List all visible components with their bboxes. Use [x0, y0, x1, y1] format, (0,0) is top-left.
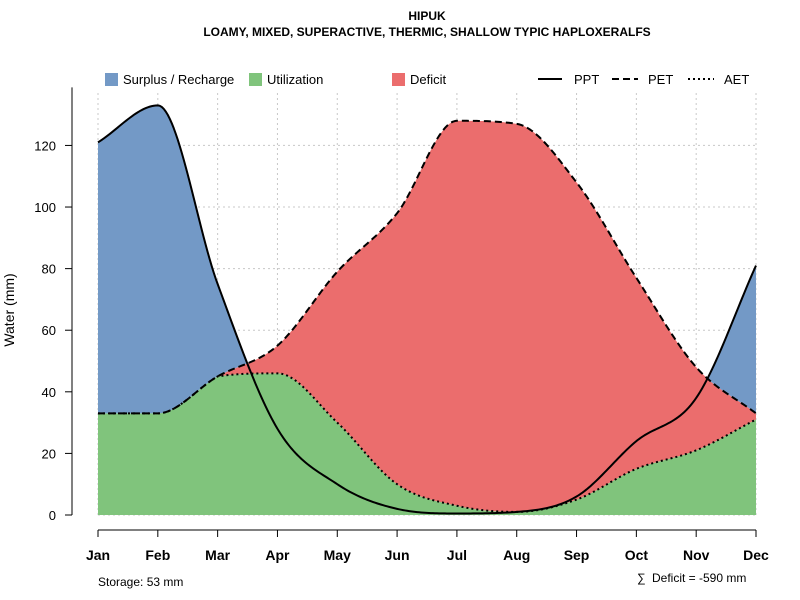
x-tick-label-1: Feb [145, 547, 170, 563]
x-tick-label-9: Oct [625, 547, 649, 563]
y-tick-label-6: 120 [34, 138, 56, 153]
deficit-annotation: Deficit = -590 mm [652, 571, 746, 585]
series-line-ppt [97, 104, 757, 515]
x-tick-label-11: Dec [743, 547, 769, 563]
y-tick-label-1: 20 [42, 446, 56, 461]
y-tick-label-3: 60 [42, 323, 56, 338]
series-lines [97, 104, 757, 515]
x-tick-label-8: Sep [564, 547, 590, 563]
axes: 0 20 40 60 80 100 120 Jan Feb Mar Apr May Jun Jul Aug S… [34, 87, 769, 563]
legend: Surplus / Recharge Utilization Deficit P… [105, 72, 749, 87]
x-tick-label-4: May [324, 547, 351, 563]
legend-label-surplus: Surplus / Recharge [123, 72, 234, 87]
y-tick-label-2: 40 [42, 385, 56, 400]
legend-swatch-utilization [249, 73, 262, 86]
legend-swatch-surplus [105, 73, 118, 86]
area-fills [98, 105, 756, 515]
x-tick-label-5: Jun [385, 547, 410, 563]
x-tick-label-7: Aug [503, 547, 530, 563]
y-axis-label: Water (mm) [1, 273, 17, 346]
y-tick-label-4: 80 [42, 262, 56, 277]
storage-annotation: Storage: 53 mm [98, 575, 183, 589]
area-deficit [98, 120, 756, 512]
chart-title: HIPUK [408, 9, 446, 23]
legend-label-deficit: Deficit [410, 72, 447, 87]
x-tick-label-10: Nov [683, 547, 710, 563]
legend-label-ppt: PPT [574, 72, 599, 87]
area-surplus-recharge [98, 105, 756, 414]
y-tick-label-0: 0 [49, 508, 56, 523]
deficit-sum-icon: ∑ [637, 571, 646, 585]
legend-label-pet: PET [648, 72, 673, 87]
x-tick-label-3: Apr [265, 547, 290, 563]
area-utilization [98, 373, 756, 515]
chart-subtitle: LOAMY, MIXED, SUPERACTIVE, THERMIC, SHAL… [203, 25, 650, 39]
legend-label-utilization: Utilization [267, 72, 323, 87]
legend-swatch-deficit [392, 73, 405, 86]
legend-label-aet: AET [724, 72, 749, 87]
y-tick-label-5: 100 [34, 200, 56, 215]
x-tick-label-6: Jul [447, 547, 467, 563]
series-line-pet [98, 119, 757, 415]
x-tick-label-0: Jan [86, 547, 110, 563]
x-tick-label-2: Mar [205, 547, 230, 563]
